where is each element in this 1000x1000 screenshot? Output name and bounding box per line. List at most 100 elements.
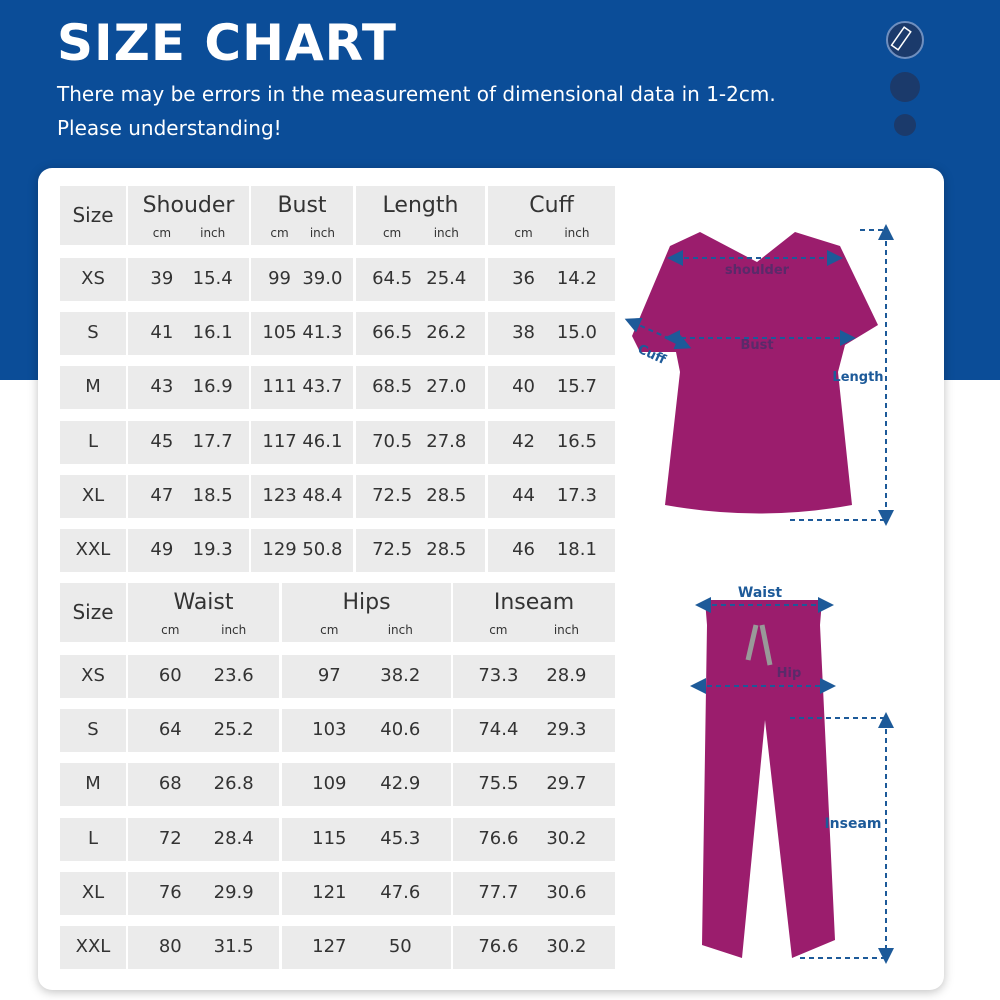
row-cell — [251, 366, 353, 410]
column-header: Hips — [342, 590, 391, 615]
cell-value: 14.2 — [556, 268, 597, 289]
size-name: S — [87, 719, 99, 741]
cell-value: 121 — [312, 881, 347, 903]
row-cell — [60, 420, 126, 464]
row-cell — [60, 655, 126, 698]
cell-value: 64 — [158, 719, 182, 741]
size-header: Size — [72, 203, 114, 227]
row-cell — [60, 926, 126, 969]
row-cell — [251, 420, 353, 464]
cell-value: 123 — [262, 484, 297, 506]
row-cell — [128, 763, 279, 807]
unit-label: cm — [161, 623, 180, 637]
cell-value: 43 — [150, 376, 174, 398]
unit-label: inch — [564, 226, 590, 240]
cell-value: 38.2 — [380, 665, 421, 686]
label: shoulder — [725, 263, 790, 278]
row-cell — [60, 366, 126, 410]
dot — [894, 114, 916, 136]
cell-value: 76.6 — [478, 936, 519, 957]
unit-label: cm — [152, 226, 172, 240]
cell-value: 74.4 — [478, 719, 519, 741]
cell-value: 28.5 — [426, 539, 467, 560]
header-cell — [128, 583, 279, 642]
row-cell — [128, 871, 279, 915]
size-name: XXL — [75, 539, 111, 560]
cell-value: 23.6 — [213, 665, 254, 686]
row-cell — [60, 817, 126, 861]
cell-value: 115 — [312, 827, 347, 849]
cell-value: 18.1 — [556, 539, 597, 560]
cell-value: 15.0 — [556, 322, 597, 344]
size-name: XS — [81, 268, 105, 289]
cell-value: 25.2 — [213, 719, 254, 741]
cell-value: 70.5 — [372, 430, 413, 452]
label: Hip — [777, 666, 802, 681]
row-cell — [251, 474, 353, 518]
row-cell — [453, 655, 615, 698]
header-cell — [60, 583, 126, 642]
size-name: L — [87, 430, 99, 452]
cell-value: 109 — [312, 773, 347, 795]
row-cell — [356, 312, 485, 356]
cell-value: 39.0 — [302, 268, 343, 289]
cell-value: 30.2 — [546, 827, 587, 849]
cell-value: 26.2 — [426, 322, 467, 344]
row-cell — [453, 926, 615, 969]
cell-value: 42 — [512, 430, 535, 452]
cell-value: 18.5 — [192, 484, 233, 506]
header-cell — [488, 186, 615, 245]
row-cell — [128, 258, 249, 301]
row-cell — [282, 817, 451, 861]
cell-value: 40 — [512, 376, 535, 398]
size-name: XL — [81, 881, 105, 903]
size-header: Size — [72, 600, 114, 624]
cell-value: 26.8 — [213, 773, 254, 795]
column-header: Inseam — [493, 590, 575, 615]
drawstring — [745, 624, 773, 666]
row-cell — [282, 926, 451, 969]
row-cell — [60, 529, 126, 572]
row-cell — [453, 763, 615, 807]
row-cell — [60, 258, 126, 301]
cell-value: 29.3 — [546, 719, 587, 741]
size-name: M — [85, 773, 101, 795]
cell-value: 25.4 — [426, 268, 467, 289]
row-cell — [488, 420, 615, 464]
cell-value: 28.5 — [426, 484, 467, 506]
row-cell — [488, 474, 615, 518]
row-cell — [282, 763, 451, 807]
row-cell — [60, 709, 126, 753]
cell-value: 28.9 — [546, 665, 587, 686]
row-cell — [453, 817, 615, 861]
row-cell — [453, 871, 615, 915]
cell-value: 27.0 — [426, 376, 467, 398]
cell-value: 16.9 — [192, 376, 233, 398]
row-cell — [128, 366, 249, 410]
size-name: XXL — [75, 936, 111, 957]
row-cell — [488, 258, 615, 301]
unit-label: cm — [382, 226, 402, 240]
cell-value: 47.6 — [380, 881, 421, 903]
cell-value: 76.6 — [478, 827, 519, 849]
cell-value: 73.3 — [478, 665, 519, 686]
cell-value: 68 — [158, 773, 182, 795]
unit-label: inch — [200, 226, 226, 240]
row-cell — [282, 871, 451, 915]
header-cell — [282, 583, 451, 642]
row-cell — [128, 474, 249, 518]
unit-label: inch — [433, 226, 459, 240]
cell-value: 45 — [150, 430, 174, 452]
title: SIZE CHART — [57, 14, 398, 72]
row-cell — [251, 312, 353, 356]
cell-value: 39 — [150, 268, 174, 289]
label: Length — [832, 370, 883, 385]
cell-value: 16.5 — [556, 430, 597, 452]
cell-value: 60 — [158, 665, 182, 686]
unit-label: cm — [514, 226, 533, 240]
size-name: M — [85, 376, 101, 398]
cell-value: 127 — [312, 936, 347, 957]
cell-value: 77.7 — [478, 881, 519, 903]
row-cell — [488, 366, 615, 410]
